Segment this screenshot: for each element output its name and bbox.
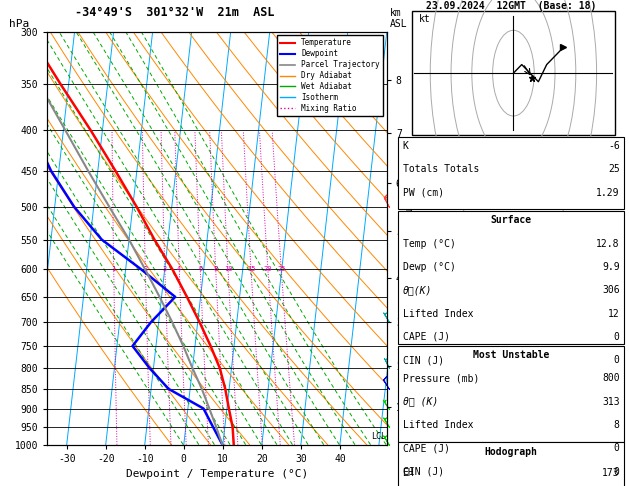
Text: 3: 3 [163, 266, 167, 273]
Text: Lifted Index: Lifted Index [403, 309, 473, 319]
Text: Most Unstable: Most Unstable [473, 350, 549, 360]
FancyBboxPatch shape [398, 442, 625, 486]
Text: Dewp (°C): Dewp (°C) [403, 262, 455, 272]
Text: 6: 6 [198, 266, 203, 273]
Text: 4: 4 [177, 266, 181, 273]
X-axis label: Dewpoint / Temperature (°C): Dewpoint / Temperature (°C) [126, 469, 308, 479]
Text: EH: EH [403, 468, 415, 478]
Text: CAPE (J): CAPE (J) [403, 443, 450, 453]
Text: CAPE (J): CAPE (J) [403, 332, 450, 342]
FancyBboxPatch shape [412, 11, 615, 135]
Text: 25: 25 [608, 164, 620, 174]
Text: 0: 0 [614, 467, 620, 477]
FancyBboxPatch shape [398, 211, 625, 344]
Text: CIN (J): CIN (J) [403, 467, 443, 477]
Text: 12.8: 12.8 [596, 239, 620, 249]
Text: 313: 313 [602, 397, 620, 407]
Text: 0: 0 [614, 443, 620, 453]
Text: -34°49'S  301°32'W  21m  ASL: -34°49'S 301°32'W 21m ASL [75, 6, 275, 19]
Text: 12: 12 [608, 309, 620, 319]
Text: kt: kt [419, 14, 431, 24]
Text: 8: 8 [614, 420, 620, 430]
Text: 1.29: 1.29 [596, 188, 620, 198]
Text: 23.09.2024  12GMT  (Base: 18): 23.09.2024 12GMT (Base: 18) [426, 1, 596, 11]
Text: 173: 173 [602, 468, 620, 478]
Text: LCL: LCL [370, 432, 386, 440]
Text: -6: -6 [608, 141, 620, 151]
Text: km
ASL: km ASL [390, 8, 408, 29]
Text: Totals Totals: Totals Totals [403, 164, 479, 174]
Text: Surface: Surface [491, 215, 532, 226]
Y-axis label: Mixing Ratio (g/kg): Mixing Ratio (g/kg) [403, 182, 413, 294]
Text: 25: 25 [277, 266, 286, 273]
Text: 306: 306 [602, 285, 620, 295]
Text: 0: 0 [614, 332, 620, 342]
FancyBboxPatch shape [398, 137, 625, 209]
Text: 10: 10 [224, 266, 232, 273]
Text: Lifted Index: Lifted Index [403, 420, 473, 430]
Text: θᴄ(K): θᴄ(K) [403, 285, 432, 295]
Text: 2: 2 [143, 266, 147, 273]
Text: 8: 8 [214, 266, 218, 273]
FancyBboxPatch shape [398, 346, 625, 442]
Text: CIN (J): CIN (J) [403, 355, 443, 365]
Text: Temp (°C): Temp (°C) [403, 239, 455, 249]
Text: PW (cm): PW (cm) [403, 188, 443, 198]
Legend: Temperature, Dewpoint, Parcel Trajectory, Dry Adiabat, Wet Adiabat, Isotherm, Mi: Temperature, Dewpoint, Parcel Trajectory… [277, 35, 383, 116]
Text: K: K [403, 141, 408, 151]
Text: hPa: hPa [9, 19, 30, 29]
Text: 1: 1 [111, 266, 116, 273]
Text: 15: 15 [247, 266, 255, 273]
Text: Hodograph: Hodograph [484, 447, 538, 457]
Text: Pressure (mb): Pressure (mb) [403, 373, 479, 383]
Text: 0: 0 [614, 355, 620, 365]
Text: 800: 800 [602, 373, 620, 383]
Text: θᴄ (K): θᴄ (K) [403, 397, 438, 407]
Text: 9.9: 9.9 [602, 262, 620, 272]
Text: 20: 20 [264, 266, 272, 273]
